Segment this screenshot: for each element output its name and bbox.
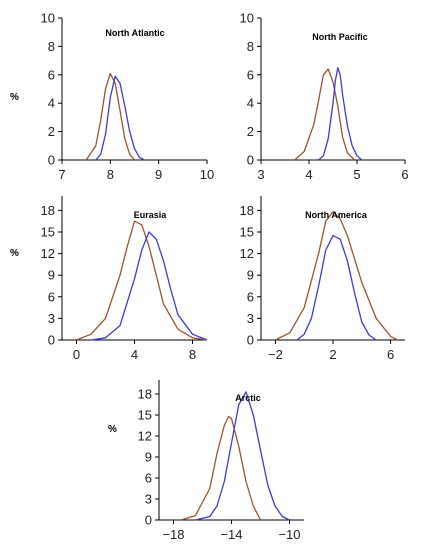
north-pacific-x-tick-label: 5 [353, 167, 360, 182]
north-pacific-series-blue-line [318, 67, 363, 161]
arctic-y-axis-label: % [108, 424, 117, 435]
arctic-series-brown-line [180, 415, 262, 521]
north-pacific-x-tick-label: 6 [401, 167, 408, 182]
arctic-y-tick-label: 6 [145, 471, 152, 486]
north-pacific-y-tick-label: 10 [240, 11, 254, 26]
arctic-y-tick-label: 9 [145, 450, 152, 465]
north-pacific-y-tick-label: 2 [247, 124, 254, 139]
arctic-y-tick-label: 18 [138, 387, 152, 402]
arctic-x-tick-label: −14 [220, 527, 242, 542]
north-america-y-tick-label: 15 [240, 225, 254, 240]
north-america-series-brown-line [275, 211, 399, 341]
eurasia-x-tick-label: 0 [73, 347, 80, 362]
arctic-x-tick-label: −18 [162, 527, 184, 542]
north-america-y-tick-label: 3 [247, 311, 254, 326]
north-atlantic-x-tick-label: 9 [155, 167, 162, 182]
arctic-y-tick-label: 0 [145, 513, 152, 528]
north-america-x-tick-label: 6 [387, 347, 394, 362]
north-atlantic-y-tick-label: 2 [48, 124, 55, 139]
north-pacific-y-tick-label: 4 [247, 96, 254, 111]
north-america-y-tick-label: 6 [247, 289, 254, 304]
north-america-series-blue-line [296, 234, 377, 341]
north-america-title: North America [305, 210, 368, 220]
arctic-y-tick-label: 3 [145, 492, 152, 507]
eurasia-y-tick-label: 18 [41, 203, 55, 218]
north-atlantic-y-tick-label: 8 [48, 39, 55, 54]
panel-north-pacific: 0 2 4 6 8 10 3 4 5 6 North Pacific [240, 11, 409, 183]
eurasia-x-tick-label: 4 [131, 347, 138, 362]
north-atlantic-y-axis-label: % [10, 92, 19, 103]
arctic-y-tick-label: 15 [138, 408, 152, 423]
north-america-x-tick-label: −2 [268, 347, 283, 362]
north-pacific-x-tick-label: 3 [257, 167, 264, 182]
north-pacific-title: North Pacific [312, 32, 368, 42]
north-america-y-tick-label: 9 [247, 268, 254, 283]
eurasia-y-axis-label: % [10, 248, 19, 259]
north-pacific-y-tick-label: 0 [247, 153, 254, 168]
north-america-y-tick-label: 0 [247, 333, 254, 348]
arctic-x-tick-label: −10 [278, 527, 300, 542]
arctic-series-blue-line [195, 391, 290, 521]
north-atlantic-x-tick-label: 7 [58, 167, 65, 182]
eurasia-y-tick-label: 15 [41, 225, 55, 240]
eurasia-series-blue-line [90, 231, 208, 341]
north-atlantic-y-tick-label: 6 [48, 67, 55, 82]
eurasia-y-tick-label: 6 [48, 289, 55, 304]
eurasia-y-tick-label: 12 [41, 246, 55, 261]
north-america-y-tick-label: 18 [240, 203, 254, 218]
north-pacific-series-brown-line [294, 68, 356, 161]
north-atlantic-series-blue-line [95, 75, 145, 161]
panel-arctic: 0 3 6 9 12 15 18 −18 −14 −10 Arctic% [108, 380, 304, 542]
arctic-y-tick-label: 12 [138, 429, 152, 444]
panel-eurasia: 0 3 6 9 12 15 18 0 4 8 Eurasia% [10, 196, 208, 362]
panel-north-atlantic: 0 2 4 6 8 10 7 8 9 10 North Atlantic% [10, 11, 214, 183]
north-pacific-y-tick-label: 8 [247, 39, 254, 54]
north-atlantic-y-tick-label: 10 [41, 11, 55, 26]
north-america-x-tick-label: 2 [329, 347, 336, 362]
north-atlantic-x-tick-label: 8 [107, 167, 114, 182]
eurasia-y-tick-label: 3 [48, 311, 55, 326]
north-atlantic-y-tick-label: 4 [48, 96, 55, 111]
north-atlantic-x-tick-label: 10 [200, 167, 214, 182]
eurasia-x-tick-label: 8 [189, 347, 196, 362]
north-america-y-tick-label: 12 [240, 246, 254, 261]
north-atlantic-y-tick-label: 0 [48, 153, 55, 168]
eurasia-y-tick-label: 9 [48, 268, 55, 283]
eurasia-y-tick-label: 0 [48, 333, 55, 348]
north-pacific-y-tick-label: 6 [247, 67, 254, 82]
north-pacific-x-tick-label: 4 [305, 167, 312, 182]
arctic-title: Arctic [235, 393, 261, 403]
eurasia-series-brown-line [76, 220, 208, 341]
eurasia-title: Eurasia [134, 210, 168, 220]
north-atlantic-series-brown-line [85, 72, 135, 161]
north-atlantic-title: North Atlantic [105, 28, 164, 38]
panel-north-america: 0 3 6 9 12 15 18 −2 2 6 North America [240, 196, 405, 362]
